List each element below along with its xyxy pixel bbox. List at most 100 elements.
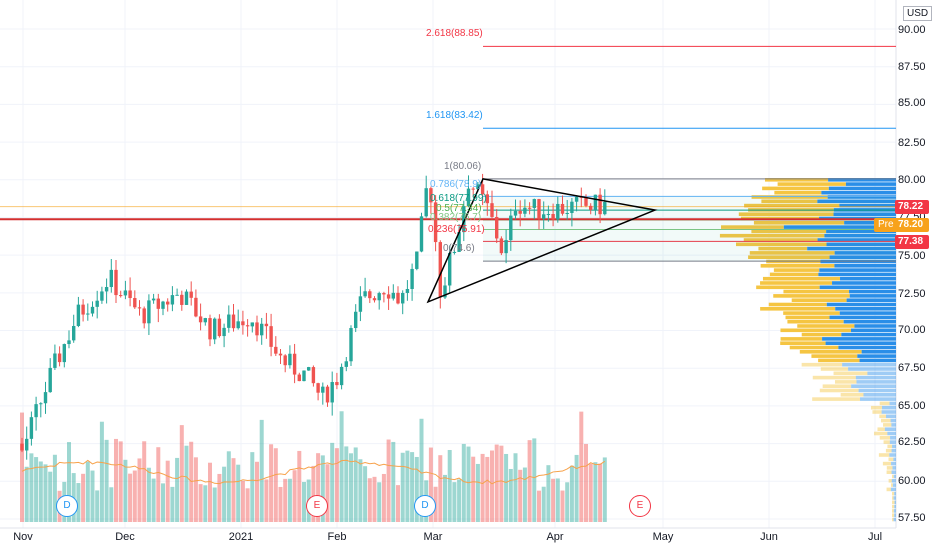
candle-body — [109, 269, 113, 288]
volume-profile-bar-sell — [892, 513, 895, 517]
candle-body — [523, 207, 527, 214]
volume-bar — [165, 460, 170, 522]
volume-profile-bar-sell — [892, 504, 895, 509]
volume-profile-bar-buy — [889, 440, 896, 444]
candle-body — [560, 203, 565, 214]
earnings-marker[interactable]: E — [629, 495, 651, 517]
candle-body — [471, 188, 475, 190]
volume-profile-bar-buy — [891, 470, 896, 474]
candle-body — [39, 403, 43, 405]
volume-bar — [334, 448, 339, 522]
volume-profile-bar-sell — [773, 268, 820, 272]
volume-bar — [208, 462, 212, 522]
volume-profile-bar-sell — [762, 276, 841, 281]
volume-bar — [222, 466, 227, 522]
volume-bar — [480, 453, 485, 522]
volume-profile-bar-buy — [834, 264, 896, 268]
volume-bar — [184, 445, 189, 522]
volume-profile-bar-sell — [744, 203, 840, 208]
volume-profile-bar-buy — [828, 178, 896, 182]
premarket-price-tag: 78.20 — [895, 218, 929, 232]
symmetrical-triangle — [426, 178, 658, 304]
volume-bar — [236, 464, 241, 522]
volume-profile-bar-buy — [892, 483, 896, 487]
volume-profile-bar-buy — [894, 500, 896, 505]
volume-profile-bar-buy — [855, 375, 896, 380]
dividend-marker[interactable]: D — [414, 495, 436, 517]
fib-label-0236: 0.236(75.91) — [428, 224, 485, 235]
volume-profile-bar-sell — [780, 341, 826, 345]
volume-profile-bar-sell — [764, 178, 829, 182]
volume-profile-bar-buy — [893, 474, 896, 479]
volume-profile-bar-buy — [841, 332, 896, 337]
volume-bar — [537, 490, 541, 522]
volume-profile-bar-sell — [768, 302, 827, 307]
candle-body — [311, 367, 316, 384]
volume-profile-bar-sell — [777, 182, 846, 186]
candle-body — [90, 306, 95, 314]
candle-body — [274, 346, 278, 354]
candle-body — [264, 323, 269, 327]
volume-bar — [400, 452, 405, 522]
volume-profile-bar-buy — [838, 345, 896, 350]
candle-body — [161, 301, 165, 309]
volume-profile-bar-sell — [773, 294, 850, 298]
volume-profile-bar-sell — [751, 229, 827, 234]
volume-profile-bar-buy — [894, 491, 896, 496]
volume-profile-bar-sell — [879, 414, 886, 419]
volume-profile-bar-sell — [769, 272, 819, 277]
dividend-marker[interactable]: D — [56, 495, 78, 517]
volume-profile-bar-sell — [818, 358, 860, 363]
x-tick: Feb — [327, 531, 347, 543]
volume-profile-bar-sell — [760, 264, 835, 268]
candle-body — [415, 251, 419, 269]
volume-profile-bar-buy — [893, 517, 896, 522]
volume-profile-bar-sell — [780, 328, 851, 333]
volume-profile-bar-sell — [888, 457, 894, 462]
candle-body — [34, 404, 38, 418]
candle-body — [316, 383, 320, 393]
volume-bar — [278, 486, 283, 522]
candle-body — [302, 370, 306, 382]
volume-bar — [363, 466, 368, 522]
volume-profile-bar-sell — [880, 418, 891, 423]
x-tick: Mar — [423, 531, 443, 543]
earnings-marker[interactable]: E — [306, 495, 328, 517]
volume-profile-bar-buy — [840, 276, 896, 281]
volume-profile-bar-buy — [822, 337, 896, 341]
volume-bar — [574, 454, 579, 522]
candle-body — [363, 291, 367, 297]
volume-bar — [203, 485, 208, 522]
volume-bar — [522, 467, 527, 522]
candle-body — [448, 252, 452, 286]
volume-bar — [490, 450, 494, 522]
volume-profile-bar-buy — [832, 281, 896, 285]
candle-body — [104, 287, 109, 292]
volume-ma-line — [21, 459, 606, 485]
volume-bar — [513, 453, 518, 522]
candle-body — [194, 297, 198, 317]
candle-body — [72, 325, 76, 341]
volume-profile-bar-sell — [719, 233, 825, 238]
volume-bar — [269, 444, 274, 522]
fib-label-05: 0.5(77.34) — [436, 203, 482, 214]
volume-bar — [504, 453, 509, 522]
volume-bar — [546, 465, 551, 522]
candle-body — [377, 293, 381, 301]
volume-profile-bar-sell — [783, 289, 850, 294]
currency-label[interactable]: USD — [903, 6, 932, 21]
candle-body — [485, 194, 489, 204]
volume-bar — [132, 470, 137, 522]
volume-profile-bar-buy — [889, 401, 896, 406]
volume-bar — [598, 463, 603, 522]
volume-profile-bar-sell — [762, 186, 829, 191]
volume-bar — [428, 447, 433, 522]
volume-profile-bar-sell — [886, 470, 892, 474]
volume-profile-bar-sell — [886, 487, 891, 492]
volume-bar — [212, 487, 217, 522]
volume-bar — [452, 482, 457, 522]
volume-profile-bar-sell — [812, 397, 861, 401]
volume-bar — [344, 446, 349, 522]
y-tick: 65.00 — [898, 400, 926, 412]
